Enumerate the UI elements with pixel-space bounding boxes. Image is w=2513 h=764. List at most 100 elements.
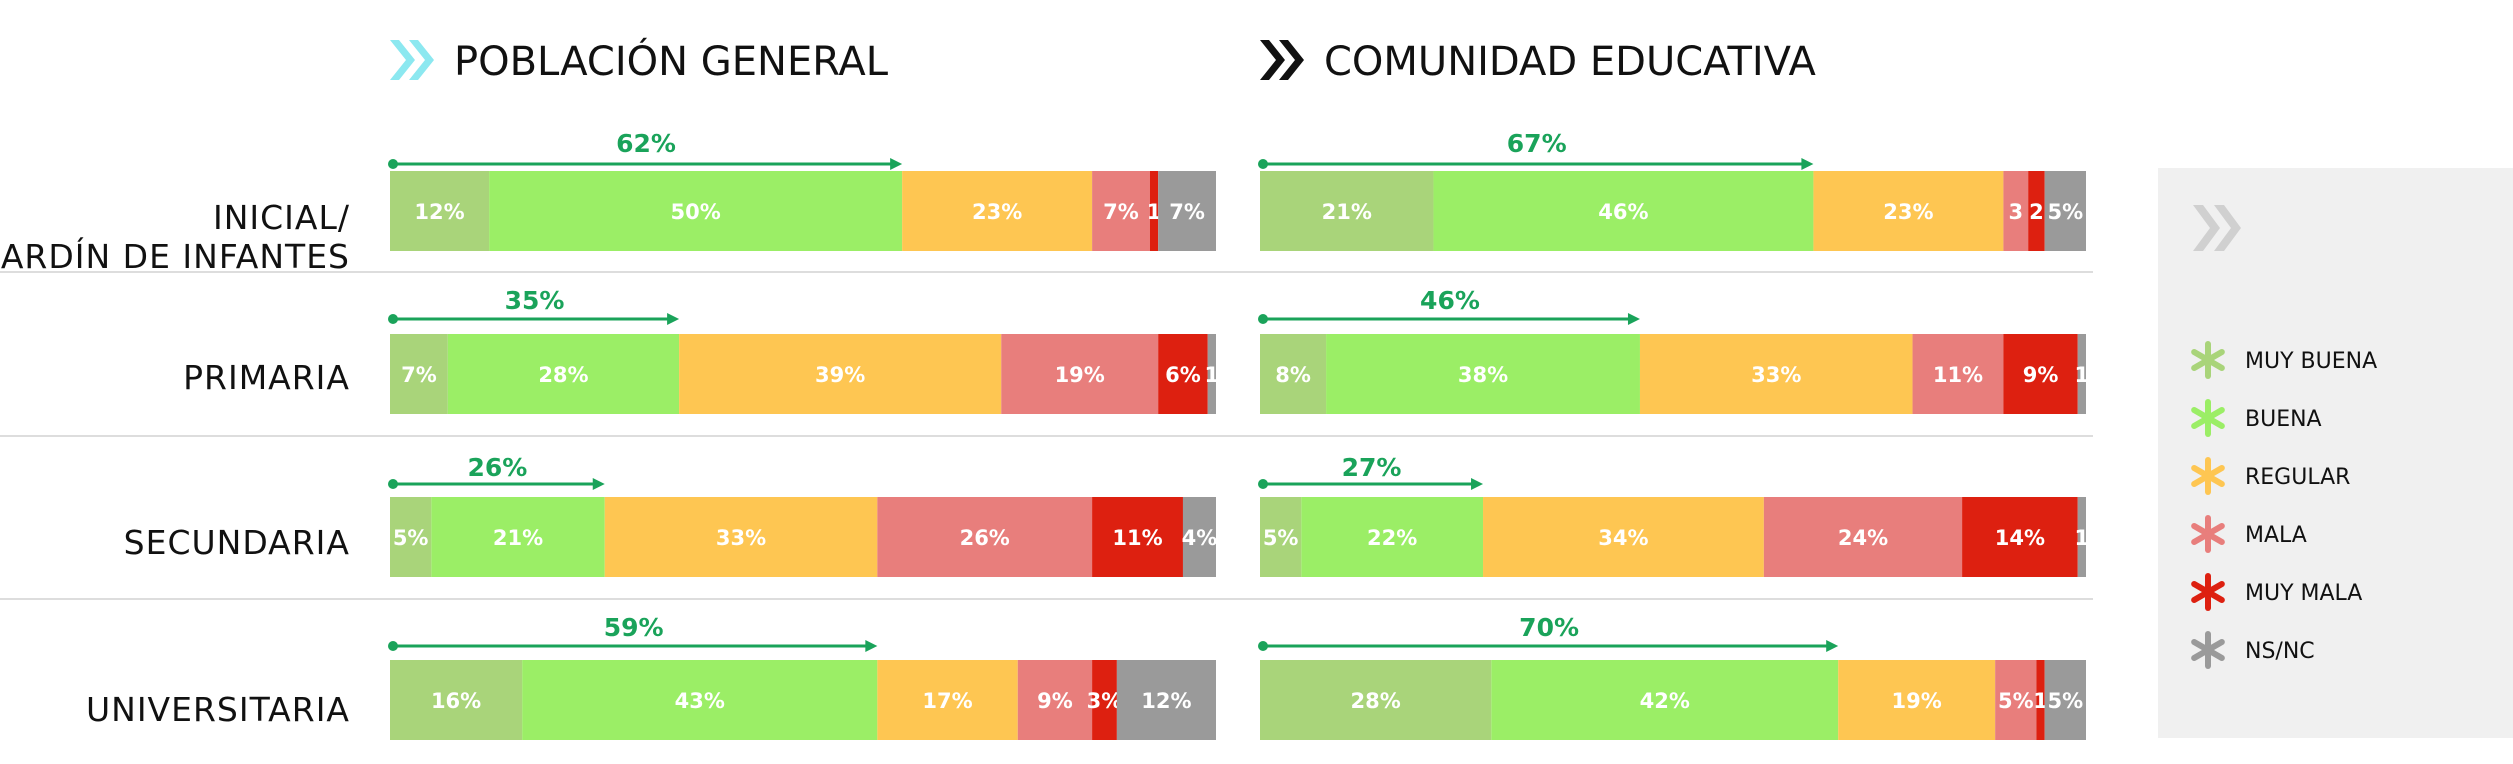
data-label: 3 [2008, 200, 2023, 224]
data-label: 12% [414, 200, 464, 224]
data-label: 23% [972, 200, 1022, 224]
data-label: 21% [1322, 200, 1372, 224]
data-label: 7% [401, 363, 437, 387]
chevron-icon [1260, 40, 1285, 80]
legend-label: MUY BUENA [2245, 349, 2377, 374]
data-label: 1 [1147, 200, 1162, 224]
aggregate-label: 62% [616, 129, 676, 158]
bar-segment-ns-nc [1182, 497, 1216, 577]
bar-segment-regular [1838, 660, 1996, 740]
data-label: 19% [1055, 363, 1105, 387]
aggregate-arrow-head [1627, 313, 1640, 325]
bar-segment-mala [1092, 171, 1150, 251]
bar-segment-regular [1639, 334, 1913, 414]
bar-segment-muy-buena [1260, 334, 1327, 414]
asterisk-icon [2191, 631, 2225, 669]
data-label: 2 [2029, 200, 2044, 224]
bar-segment-muy-mala [1092, 497, 1183, 577]
asterisk-icon [2191, 573, 2225, 611]
data-label: 46% [1598, 200, 1648, 224]
data-label: 5% [1998, 689, 2034, 713]
bar-segment-mala [1763, 497, 1963, 577]
aggregate-arrow-head [865, 640, 878, 652]
bar-segment-ns-nc [1116, 660, 1216, 740]
aggregate-label: 46% [1420, 286, 1480, 315]
data-label: 38% [1458, 363, 1508, 387]
bar-segment-muy-buena [390, 334, 448, 414]
category-label: PRIMARIA [183, 358, 350, 397]
bar-segment-regular [1813, 171, 2004, 251]
legend-label: NS/NC [2245, 639, 2315, 664]
bar-segment-muy-buena [390, 497, 432, 577]
chevron-icon [390, 40, 415, 80]
bar-segment-muy-buena [1260, 660, 1492, 740]
data-label: 5% [2048, 689, 2084, 713]
data-label: 33% [716, 526, 766, 550]
bar-segment-muy-mala [1158, 334, 1208, 414]
chevron-icon [409, 40, 434, 80]
data-label: 22% [1367, 526, 1417, 550]
data-label: 21% [493, 526, 543, 550]
legend-label: MUY MALA [2245, 581, 2362, 606]
data-label: 1 [2033, 689, 2048, 713]
bar-segment-buena [1301, 497, 1484, 577]
category-label: UNIVERSITARIA [86, 690, 350, 729]
bar-segment-buena [447, 334, 680, 414]
data-label: 19% [1892, 689, 1942, 713]
data-label: 9% [1037, 689, 1073, 713]
aggregate-arrow-head [1801, 158, 1814, 170]
bar-segment-regular [902, 171, 1093, 251]
bar-segment-ns-nc [2077, 334, 2086, 414]
bar-segment-ns-nc [1158, 171, 1216, 251]
data-label: 23% [1883, 200, 1933, 224]
legend-label: BUENA [2245, 407, 2322, 432]
bar-segment-buena [522, 660, 878, 740]
data-label: 34% [1598, 526, 1648, 550]
bar-segment-muy-mala [1149, 171, 1159, 251]
aggregate-label: 26% [467, 453, 527, 482]
bar-segment-buena [431, 497, 605, 577]
data-label: 1 [2075, 526, 2090, 550]
aggregate-arrow-head [890, 158, 903, 170]
bar-segment-muy-mala [2028, 171, 2045, 251]
data-label: 50% [670, 200, 720, 224]
data-label: 14% [1995, 526, 2045, 550]
category-label: INICIAL/ [213, 198, 350, 237]
bar-segment-muy-buena [390, 171, 490, 251]
data-label: 5% [393, 526, 429, 550]
aggregate-arrow-head [1826, 640, 1839, 652]
bar-segment-ns-nc [1207, 334, 1216, 414]
legend-label: MALA [2245, 523, 2307, 548]
category-label: SECUNDARIA [124, 523, 350, 562]
asterisk-icon [2191, 515, 2225, 553]
data-label: 1 [2075, 363, 2090, 387]
data-label: 3% [1087, 689, 1123, 713]
bar-segment-muy-buena [1260, 171, 1434, 251]
bar-segment-muy-buena [1260, 497, 1302, 577]
bar-segment-muy-mala [1092, 660, 1117, 740]
data-label: 11% [1112, 526, 1162, 550]
bar-segment-buena [1326, 334, 1640, 414]
bar-segment-mala [1017, 660, 1093, 740]
data-label: 5% [1263, 526, 1299, 550]
bar-segment-muy-mala [1962, 497, 2078, 577]
bar-segment-mala [1001, 334, 1159, 414]
aggregate-arrow-head [592, 478, 605, 490]
bar-segment-mala [877, 497, 1093, 577]
data-label: 8% [1275, 363, 1311, 387]
data-label: 7% [1169, 200, 1205, 224]
bar-segment-regular [679, 334, 1002, 414]
category-label: JARDÍN DE INFANTES [0, 236, 350, 276]
bar-segment-ns-nc [2044, 660, 2086, 740]
aggregate-label: 67% [1507, 129, 1567, 158]
data-label: 42% [1640, 689, 1690, 713]
legend-chevron-icon [2214, 205, 2241, 251]
bar-segment-buena [1491, 660, 1839, 740]
panel-title-2: COMUNIDAD EDUCATIVA [1324, 39, 1816, 85]
data-label: 16% [431, 689, 481, 713]
aggregate-label: 35% [505, 286, 565, 315]
data-label: 9% [2023, 363, 2059, 387]
bar-segment-regular [877, 660, 1018, 740]
aggregate-label: 70% [1519, 613, 1579, 642]
aggregate-label: 59% [604, 613, 664, 642]
